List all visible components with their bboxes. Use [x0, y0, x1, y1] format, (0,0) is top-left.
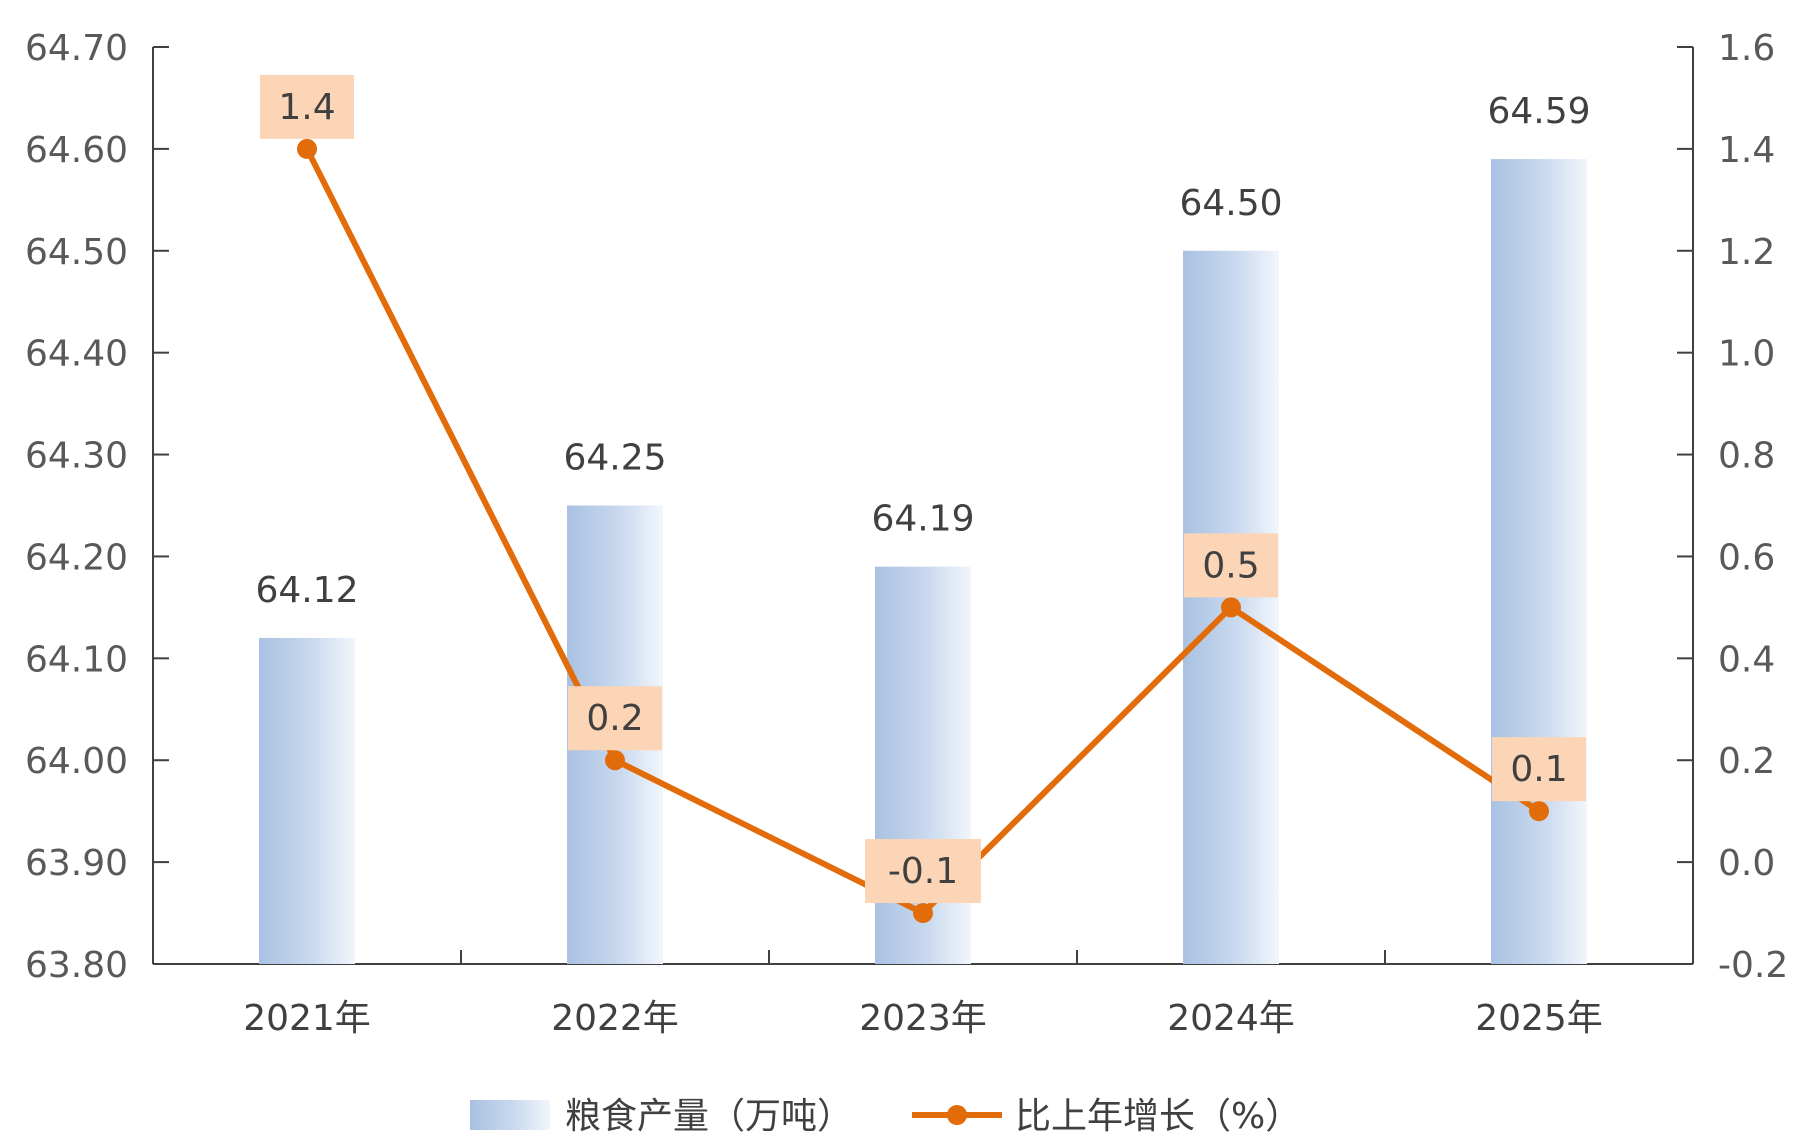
right-tick-label: -0.2 — [1718, 945, 1788, 986]
growth-point — [913, 903, 933, 924]
right-tick-label: 0.4 — [1718, 639, 1775, 680]
growth-value-label: 1.4 — [278, 87, 335, 128]
x-tick-label: 2025年 — [1475, 998, 1603, 1039]
legend-bar-label: 粮食产量（万吨） — [565, 1096, 853, 1137]
left-tick-label: 64.60 — [25, 130, 128, 171]
left-tick-label: 64.50 — [25, 232, 128, 273]
growth-label-box — [568, 686, 662, 751]
growth-label-box — [1492, 737, 1586, 802]
growth-label-box — [1184, 533, 1278, 598]
legend: 粮食产量（万吨） 比上年增长（%） — [470, 1096, 1301, 1137]
right-tick-label: 1.4 — [1718, 130, 1775, 171]
growth-label-box — [260, 74, 354, 139]
x-tick-label: 2024年 — [1167, 998, 1295, 1039]
legend-line-marker — [947, 1105, 967, 1125]
growth-point — [605, 750, 625, 771]
growth-value-label: -0.1 — [888, 851, 958, 892]
right-tick-label: 1.6 — [1718, 28, 1775, 69]
right-tick-label: 0.0 — [1718, 843, 1775, 884]
left-tick-label: 64.30 — [25, 436, 128, 477]
axes: 64.70 64.60 64.50 64.40 64.30 64.20 64.10 64.00… — [25, 28, 1788, 1039]
x-tick-label: 2022年 — [551, 998, 679, 1039]
growth-label-box — [865, 839, 981, 904]
bar — [259, 637, 355, 964]
growth-value-label: 0.5 — [1202, 545, 1259, 586]
data-labels: 64.12 64.25 64.19 64.50 64.59 1.4 0.2 -0.1 0.5 0.… — [255, 74, 1591, 904]
left-tick-label: 64.00 — [25, 741, 128, 782]
bar-value-label: 64.19 — [871, 499, 974, 540]
right-tick-label: 0.8 — [1718, 436, 1775, 477]
growth-point — [297, 138, 317, 159]
left-tick-label: 63.90 — [25, 843, 128, 884]
growth-value-label: 0.2 — [586, 698, 643, 739]
right-tick-label: 1.2 — [1718, 232, 1775, 273]
bar-value-label: 64.59 — [1487, 91, 1590, 132]
growth-value-label: 0.1 — [1510, 749, 1567, 790]
bar-value-label: 64.50 — [1179, 183, 1282, 224]
bar — [1491, 159, 1587, 965]
left-tick-label: 63.80 — [25, 945, 128, 986]
legend-bar-swatch — [470, 1100, 550, 1130]
legend-line-label: 比上年增长（%） — [1015, 1096, 1301, 1137]
x-tick-label: 2023年 — [859, 998, 987, 1039]
bar-value-label: 64.12 — [255, 570, 358, 611]
left-tick-label: 64.10 — [25, 639, 128, 680]
growth-point — [1529, 801, 1549, 822]
right-tick-label: 1.0 — [1718, 334, 1775, 375]
left-tick-label: 64.70 — [25, 28, 128, 69]
line-series — [297, 138, 1549, 924]
right-tick-label: 0.6 — [1718, 537, 1775, 578]
growth-point — [1221, 597, 1241, 618]
left-tick-label: 64.20 — [25, 537, 128, 578]
left-tick-label: 64.40 — [25, 334, 128, 375]
right-tick-label: 0.2 — [1718, 741, 1775, 782]
bar-value-label: 64.25 — [563, 438, 666, 479]
x-tick-label: 2021年 — [243, 998, 371, 1039]
